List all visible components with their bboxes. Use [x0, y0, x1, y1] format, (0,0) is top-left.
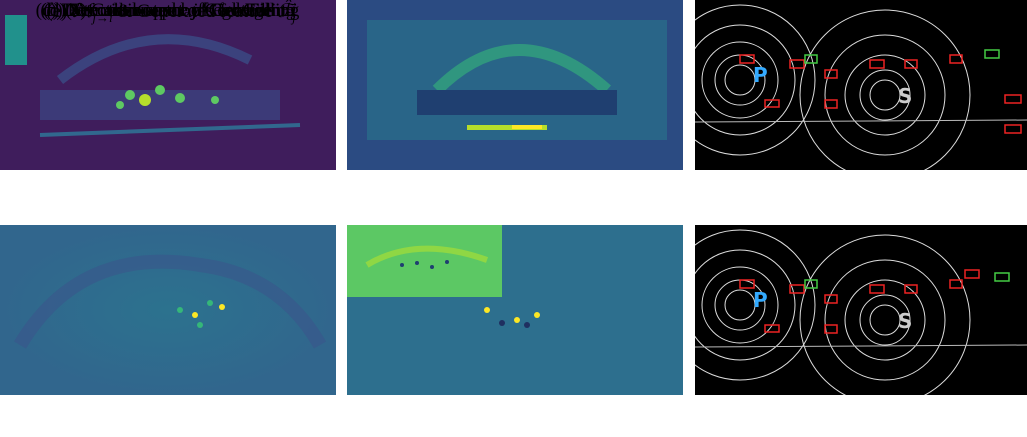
- caption-part: (b) Reconstructed by CodeFilling: [40, 0, 296, 21]
- caption-part: (c) Detection ouput of CodeFilling: [35, 0, 300, 21]
- caption-part: j: [292, 9, 296, 25]
- caption-part: 's feature: [197, 0, 271, 21]
- caption-part: (a) Collaborator: [65, 0, 193, 21]
- caption: (e) ℳj→i & Generated feature ℱ̂j: [0, 0, 342, 26]
- caption: (c) Detection ouput of CodeFilling: [0, 0, 335, 22]
- caption: (b) Reconstructed by CodeFilling: [0, 0, 336, 22]
- feature-map-a: [0, 0, 336, 170]
- agent-label: P: [753, 288, 768, 312]
- agent-label: S: [898, 84, 912, 108]
- caption-part: (f) Detection ouput of GenComm: [40, 0, 295, 21]
- caption-part: j→i: [92, 9, 113, 25]
- caption-part: (e): [46, 1, 73, 22]
- caption: (f) Detection ouput of GenComm: [0, 0, 335, 22]
- caption-part: (d) Semantic space of ego agent: [43, 0, 292, 21]
- caption: (d) Semantic space of ego agent i: [0, 0, 340, 22]
- caption-part: j: [192, 0, 198, 21]
- feature-map-b: [347, 0, 683, 170]
- caption: (a) Collaborator j 's feature: [0, 0, 336, 22]
- caption-part: i: [291, 0, 297, 21]
- agent-label: S: [898, 309, 912, 333]
- detection-output-f: P S: [695, 225, 1027, 395]
- feature-map-e: [347, 225, 683, 395]
- feature-map-d: [0, 225, 336, 395]
- detection-output-c: P S: [695, 0, 1027, 170]
- caption-part: ℱ̂: [277, 1, 293, 22]
- caption-part: ℳ: [72, 1, 93, 22]
- agent-label: P: [753, 63, 768, 87]
- caption-part: & Generated feature: [112, 1, 278, 22]
